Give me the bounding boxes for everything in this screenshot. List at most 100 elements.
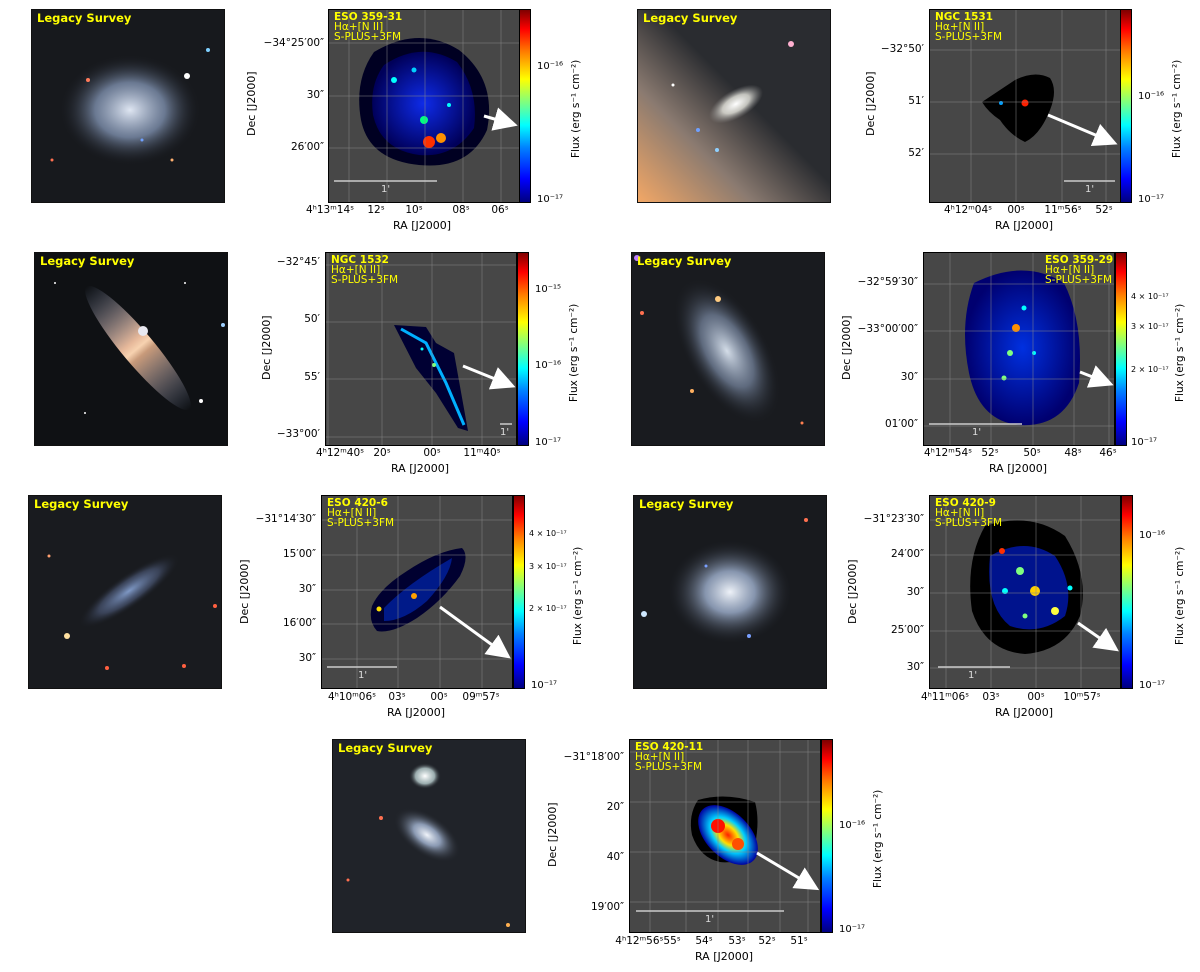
emission-map: [930, 496, 1120, 688]
y-tick: 30″: [306, 89, 324, 101]
scale-bar-label: 1': [381, 184, 391, 195]
x-tick: 03ˢ: [982, 691, 1000, 703]
colorbar-tick: 2 × 10⁻¹⁷: [1131, 365, 1169, 374]
arrow: [439, 605, 511, 659]
colorbar-tick: 10⁻¹⁷: [535, 437, 562, 448]
map-label: NGC 1531 Hα+[N II] S-PLUS+3FM: [935, 12, 1003, 43]
halpha-map-eso-420-6: ESO 420-6 Hα+[N II] S-PLUS+3FM 1': [321, 495, 513, 689]
y-tick: −32°45′: [276, 256, 320, 268]
optical-image-eso-420-11: Legacy Survey: [332, 739, 526, 933]
colorbar-tick: 10⁻¹⁶: [535, 360, 562, 371]
y-tick: 40″: [606, 851, 624, 863]
x-tick: 48ˢ: [1064, 447, 1082, 459]
x-tick: 11ᵐ40ˢ: [463, 447, 501, 459]
x-tick: 50ˢ: [1023, 447, 1041, 459]
y-tick: −32°50′: [880, 43, 924, 55]
y-tick: −31°23′30″: [863, 513, 924, 525]
arrow: [483, 107, 518, 131]
colorbar: [1120, 9, 1132, 203]
arrow: [756, 851, 820, 891]
scale-bar-label: 1': [968, 670, 978, 681]
y-tick: 01′00″: [884, 418, 918, 430]
y-tick: −31°14′30″: [255, 513, 316, 525]
y-tick: −34°25′00″: [263, 37, 324, 49]
legacy-survey-label: Legacy Survey: [40, 254, 135, 268]
optical-galaxy-image: [634, 496, 826, 688]
colorbar-tick: 10⁻¹⁷: [1139, 680, 1166, 691]
x-axis-label: RA [J2000]: [386, 706, 446, 719]
x-tick: 06ˢ: [491, 204, 509, 216]
optical-galaxy-image: [29, 496, 221, 688]
colorbar-tick: 10⁻¹⁶: [1139, 530, 1166, 541]
map-label: ESO 359-29 Hα+[N II] S-PLUS+3FM: [1045, 254, 1114, 286]
galaxy-name: ESO 359-29: [1045, 254, 1114, 266]
y-tick: 15′00″: [282, 548, 316, 560]
y-tick: 16′00″: [282, 617, 316, 629]
x-tick: 52ˢ: [758, 935, 776, 947]
legacy-survey-label: Legacy Survey: [34, 497, 129, 511]
galaxy-name: NGC 1532: [331, 254, 389, 266]
colorbar-tick: 3 × 10⁻¹⁷: [1131, 322, 1169, 331]
x-tick: 03ˢ: [388, 691, 406, 703]
y-tick: 52′: [908, 147, 924, 159]
y-tick: 24′00″: [890, 548, 924, 560]
y-tick: −33°00′: [276, 428, 320, 440]
x-axis-label: RA [J2000]: [694, 950, 754, 963]
optical-galaxy-image: [333, 740, 525, 932]
y-tick: 25′00″: [890, 624, 924, 636]
optical-image-eso-420-6: Legacy Survey: [28, 495, 222, 689]
halpha-map-ngc-1532: NGC 1532 Hα+[N II] S-PLUS+3FM 1': [325, 252, 517, 446]
line-label: Hα+[N II]: [935, 21, 985, 33]
x-tick: 4ʰ12ᵐ56ˢ55ˢ: [615, 935, 681, 947]
y-tick: 55′: [304, 371, 320, 383]
colorbar-tick: 4 × 10⁻¹⁷: [529, 529, 567, 538]
survey-label: S-PLUS+3FM: [334, 31, 402, 43]
y-tick: 30″: [298, 583, 316, 595]
map-label: ESO 420-6 Hα+[N II] S-PLUS+3FM: [327, 497, 394, 529]
colorbar-tick: 10⁻¹⁷: [531, 680, 558, 691]
survey-label: S-PLUS+3FM: [1045, 274, 1113, 286]
colorbar: [1115, 252, 1127, 446]
line-label: Hα+[N II]: [935, 507, 985, 519]
survey-label: S-PLUS+3FM: [935, 31, 1003, 43]
halpha-map-eso-420-11: ESO 420-11 Hα+[N II] S-PLUS+3FM 1': [629, 739, 821, 933]
x-axis-label: RA [J2000]: [994, 219, 1054, 232]
optical-galaxy-image: [35, 253, 227, 445]
colorbar-tick: 10⁻¹⁷: [1138, 194, 1165, 205]
map-label: ESO 420-9 Hα+[N II] S-PLUS+3FM: [935, 498, 1003, 529]
y-tick: −33°00′00″: [857, 323, 918, 335]
x-tick: 52ˢ: [1095, 204, 1113, 216]
x-tick: 54ˢ: [695, 935, 713, 947]
x-tick: 10ᵐ57ˢ: [1063, 691, 1101, 703]
arrow: [1047, 113, 1118, 147]
map-label: NGC 1532 Hα+[N II] S-PLUS+3FM: [331, 254, 398, 286]
y-tick: 30″: [906, 586, 924, 598]
x-tick: 4ʰ12ᵐ40ˢ: [315, 447, 365, 459]
scale-bar-label: 1': [500, 427, 510, 438]
x-tick: 00ˢ: [1027, 691, 1045, 703]
scale-bar-label: 1': [972, 427, 982, 438]
survey-label: S-PLUS+3FM: [935, 517, 1003, 529]
colorbar: [1121, 495, 1133, 689]
colorbar-tick: 3 × 10⁻¹⁷: [529, 562, 567, 571]
optical-image-eso-420-9: Legacy Survey: [633, 495, 827, 689]
line-label: Hα+[N II]: [635, 751, 685, 763]
optical-image-ngc-1532: Legacy Survey: [34, 252, 228, 446]
line-label: Hα+[N II]: [331, 264, 381, 276]
x-tick: 00ˢ: [1007, 204, 1025, 216]
x-axis-label: RA [J2000]: [988, 462, 1048, 475]
colorbar: [821, 739, 833, 933]
galaxy-name: ESO 420-6: [327, 497, 388, 509]
legacy-survey-label: Legacy Survey: [37, 11, 132, 25]
halpha-map-ngc-1531: NGC 1531 Hα+[N II] S-PLUS+3FM 1': [929, 9, 1121, 203]
x-tick: 12ˢ: [367, 204, 385, 216]
x-tick: 00ˢ: [430, 691, 448, 703]
legacy-survey-label: Legacy Survey: [637, 254, 732, 268]
optical-galaxy-image: [32, 10, 224, 202]
colorbar-tick: 2 × 10⁻¹⁷: [529, 604, 567, 613]
emission-map: [930, 10, 1120, 202]
optical-image-eso-359-31: Legacy Survey: [31, 9, 225, 203]
x-tick: 51ˢ: [790, 935, 808, 947]
